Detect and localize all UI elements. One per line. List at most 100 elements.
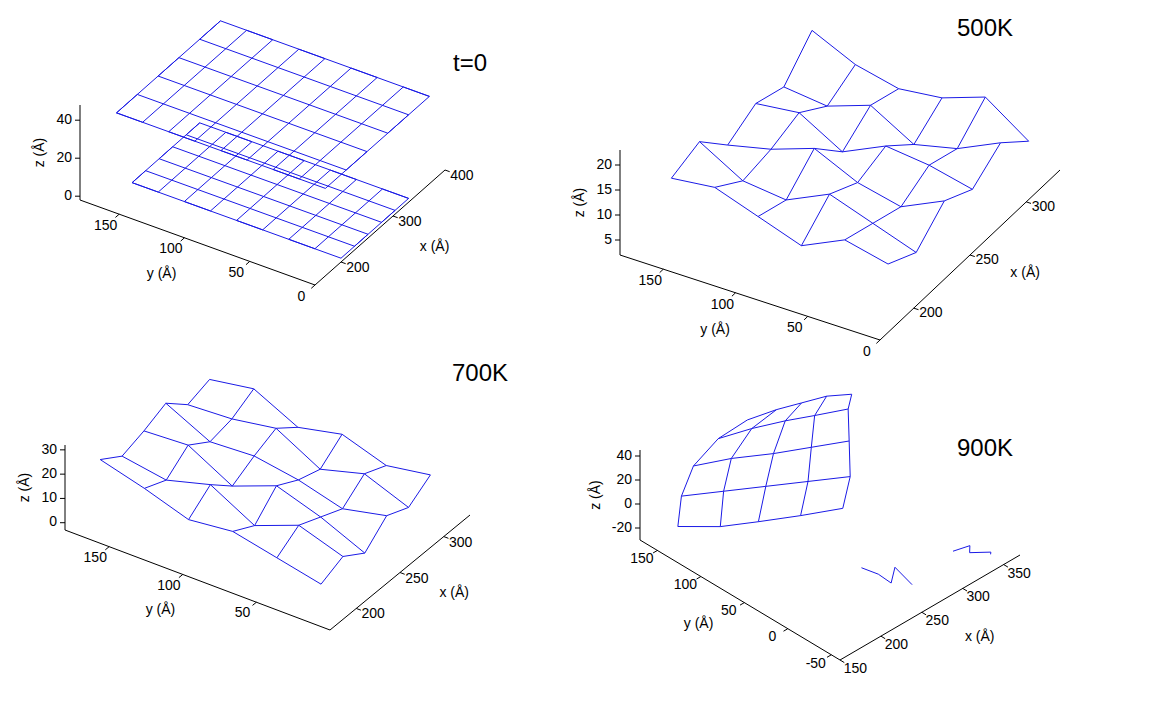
mesh-line xyxy=(728,145,945,207)
z-tick-label: 20 xyxy=(616,471,632,487)
y-tick xyxy=(653,550,657,553)
z-tick xyxy=(635,504,640,505)
z-tick xyxy=(75,158,80,159)
mesh-line xyxy=(678,420,748,527)
z-axis-line xyxy=(640,450,641,540)
mesh-line xyxy=(812,30,1029,141)
x-tick-label: 200 xyxy=(919,304,943,320)
mesh-line xyxy=(953,546,991,555)
y-tick-label: 100 xyxy=(159,240,183,256)
z-axis-line xyxy=(80,105,81,200)
x-tick xyxy=(341,262,346,264)
y-axis-title: y (Å) xyxy=(147,265,177,281)
mesh-line xyxy=(277,466,386,558)
panel: 501001502002503000102030y (Å)x (Å)z (Å)7… xyxy=(16,359,508,630)
mesh-line xyxy=(122,456,343,556)
x-tick-label: 300 xyxy=(1032,198,1056,214)
mesh-line xyxy=(100,379,209,459)
panel: 0501001502002503005101520y (Å)x (Å)z (Å)… xyxy=(571,14,1060,359)
z-tick xyxy=(60,449,65,450)
y-axis-title: y (Å) xyxy=(700,321,730,337)
panel-title: 500K xyxy=(957,14,1013,41)
z-tick xyxy=(635,528,640,529)
z-tick-label: 30 xyxy=(41,441,57,457)
z-tick-label: 15 xyxy=(596,181,612,197)
marks xyxy=(678,394,991,584)
panel-title: 900K xyxy=(957,434,1013,461)
marks xyxy=(100,379,430,584)
mesh-line xyxy=(888,141,1029,264)
z-tick-label: 0 xyxy=(64,187,72,203)
y-axis-title: y (Å) xyxy=(684,615,714,631)
y-axis-line xyxy=(620,255,880,340)
y-tick-label: 50 xyxy=(787,319,803,335)
z-tick xyxy=(615,215,620,216)
axes: -50050100150150200250300350-2002040y (Å)… xyxy=(587,447,1031,676)
z-axis-line xyxy=(65,445,66,530)
x-tick xyxy=(914,308,919,310)
x-tick xyxy=(1026,202,1031,204)
z-tick-label: 20 xyxy=(596,156,612,172)
y-tick-label: 50 xyxy=(228,264,244,280)
y-axis-line xyxy=(65,530,330,630)
y-tick-label: 100 xyxy=(157,577,181,593)
mesh-line xyxy=(189,427,298,519)
y-tick-label: 0 xyxy=(863,343,871,359)
z-axis-title: z (Å) xyxy=(571,188,587,218)
mesh-line xyxy=(801,396,827,515)
z-tick xyxy=(60,474,65,475)
figure-svg: 05010015020030040002040y (Å)x (Å)z (Å)t=… xyxy=(0,0,1151,706)
y-tick-label: 150 xyxy=(630,550,654,566)
x-tick xyxy=(356,608,361,610)
z-tick-label: 20 xyxy=(41,465,57,481)
mesh-line xyxy=(132,123,408,258)
y-tick xyxy=(784,629,788,632)
x-tick xyxy=(400,573,405,575)
x-tick-label: 200 xyxy=(361,605,385,621)
z-axis-title: z (Å) xyxy=(587,480,603,510)
x-axis-title: x (Å) xyxy=(439,584,469,600)
mesh-line xyxy=(720,410,776,527)
axes: 05010015020030040002040y (Å)x (Å)z (Å) xyxy=(31,105,474,304)
mesh-line xyxy=(756,104,973,190)
z-tick xyxy=(615,190,620,191)
x-tick-label: 250 xyxy=(975,251,999,267)
x-axis-title: x (Å) xyxy=(1010,264,1040,280)
z-axis-title: z (Å) xyxy=(16,473,32,503)
z-tick-label: 0 xyxy=(624,495,632,511)
mesh-line xyxy=(861,567,912,584)
x-tick-label: 250 xyxy=(926,612,950,628)
z-tick-label: -20 xyxy=(612,519,632,535)
mesh-line xyxy=(166,403,387,515)
x-tick xyxy=(970,255,975,257)
z-axis-title: z (Å) xyxy=(31,138,47,168)
x-tick-label: 250 xyxy=(405,570,429,586)
z-tick xyxy=(615,240,620,241)
z-tick-label: 40 xyxy=(616,447,632,463)
x-axis-title: x (Å) xyxy=(965,628,995,644)
mesh-line xyxy=(144,389,253,489)
mesh-line xyxy=(801,98,942,246)
y-tick xyxy=(876,340,880,343)
z-tick-label: 40 xyxy=(56,111,72,127)
y-tick xyxy=(246,261,250,264)
z-tick xyxy=(615,165,620,166)
x-tick xyxy=(444,537,449,539)
x-axis-line xyxy=(840,555,1020,660)
panel: -50050100150150200250300350-2002040y (Å)… xyxy=(587,394,1031,676)
y-tick-label: 100 xyxy=(674,576,698,592)
mesh-line xyxy=(188,405,409,508)
mesh-line xyxy=(843,394,852,508)
mesh-line xyxy=(715,65,856,188)
marks xyxy=(671,30,1028,264)
mesh-line xyxy=(132,123,408,258)
z-tick xyxy=(635,480,640,481)
mesh-line xyxy=(671,178,888,264)
y-axis-line xyxy=(80,200,315,285)
z-tick xyxy=(75,196,80,197)
y-tick xyxy=(827,655,831,658)
y-tick-label: 50 xyxy=(235,604,251,620)
y-tick xyxy=(311,285,315,288)
y-tick-label: -50 xyxy=(806,655,826,671)
y-tick xyxy=(804,316,808,319)
